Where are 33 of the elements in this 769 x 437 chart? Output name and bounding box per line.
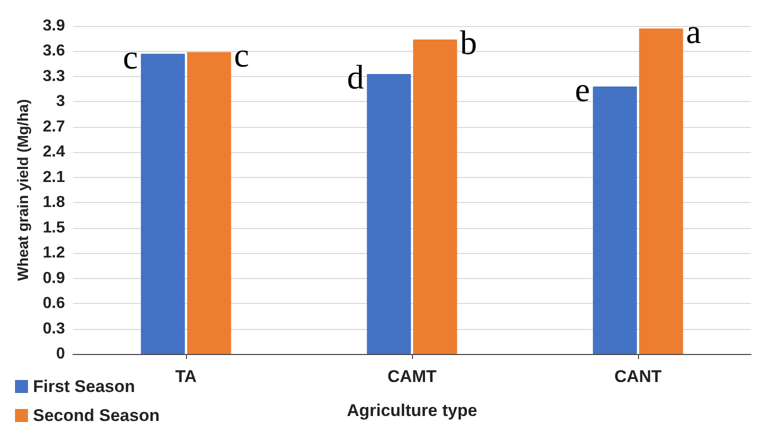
y-tick-label: 1.2 [42, 244, 66, 262]
y-tick-label: 0.6 [42, 295, 66, 312]
y-tick-label: 2.1 [42, 168, 66, 186]
bar [639, 28, 684, 354]
annotation: c [234, 38, 250, 75]
bar [187, 52, 232, 354]
x-tick-label: CAMT [387, 367, 438, 386]
x-axis-title: Agriculture type [346, 401, 478, 420]
y-tick-label: 2.4 [42, 144, 66, 161]
annotation: e [574, 72, 590, 110]
annotation: c [122, 39, 138, 76]
y-tick-label: 0.3 [42, 320, 66, 338]
legend-label: Second Season [33, 406, 160, 425]
annotation: b [460, 24, 477, 62]
y-tick-label: 0.9 [42, 270, 66, 287]
y-tick-label: 1.5 [42, 219, 66, 236]
y-axis-title: Wheat grain yield (Mg/ha) [15, 99, 32, 281]
bar [592, 86, 637, 354]
bar [413, 39, 458, 354]
y-tick-label: 3.3 [42, 68, 66, 85]
y-tick-label: 3.6 [42, 42, 66, 60]
y-tick-label: 2.7 [42, 118, 66, 136]
y-tick-label: 0 [56, 346, 66, 362]
annotation: d [347, 59, 364, 96]
y-tick-label: 3 [56, 93, 66, 110]
legend-label: First Season [33, 377, 136, 396]
annotation: a [686, 14, 702, 52]
bar [140, 54, 185, 354]
bar [366, 74, 411, 354]
x-tick-label: TA [175, 367, 197, 386]
y-tick-label: 1.8 [42, 194, 66, 212]
x-tick-label: CANT [614, 367, 662, 386]
y-tick-label: 3.9 [42, 18, 66, 34]
